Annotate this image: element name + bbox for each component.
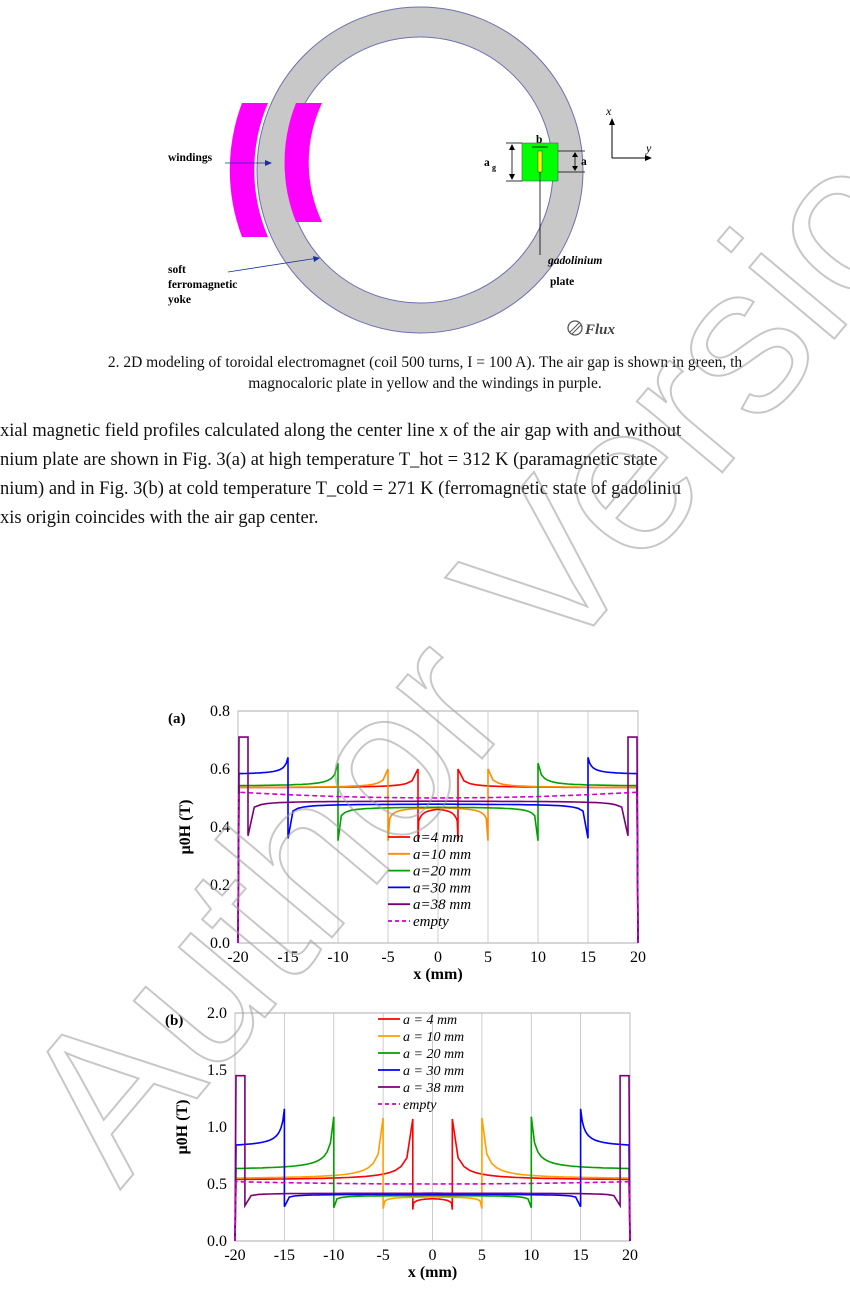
x-tick-label: 10 bbox=[530, 949, 546, 966]
series-line bbox=[234, 1108, 631, 1242]
series-line bbox=[234, 1117, 631, 1242]
x-tick-label: 20 bbox=[622, 1247, 638, 1264]
legend-entry: a=4 mm bbox=[413, 830, 464, 846]
panel-label: (b) bbox=[165, 1013, 183, 1029]
series-line bbox=[234, 1074, 631, 1242]
legend-entry: empty bbox=[413, 914, 449, 930]
y-axis-label: μ0H (T) bbox=[174, 1100, 191, 1155]
legend-entry: a = 20 mm bbox=[403, 1047, 464, 1062]
series-line bbox=[237, 791, 639, 944]
paragraph-line-4: xis origin coincides with the air gap ce… bbox=[0, 508, 319, 528]
legend-entry: a = 10 mm bbox=[403, 1030, 464, 1045]
x-tick-label: 0 bbox=[429, 1247, 437, 1264]
y-tick-label: 1.0 bbox=[207, 1119, 227, 1136]
legend-entry: a=20 mm bbox=[413, 864, 471, 880]
gadolinium-label: gadolinium bbox=[547, 255, 602, 267]
x-tick-label: 5 bbox=[478, 1247, 486, 1264]
legend-entry: a = 4 mm bbox=[403, 1013, 457, 1028]
figure-caption-line-1: 2. 2D modeling of toroidal electromagnet… bbox=[107, 354, 743, 371]
x-tick-label: -10 bbox=[327, 949, 348, 966]
x-tick-label: -15 bbox=[277, 949, 298, 966]
flux-logo: Flux bbox=[567, 320, 616, 338]
ag-sub-label: g bbox=[492, 163, 496, 172]
y-tick-label: 1.5 bbox=[207, 1062, 227, 1079]
yoke-label-2: ferromagnetic bbox=[168, 279, 237, 291]
yoke-outer-edge bbox=[256, 6, 584, 334]
yoke-inner-edge bbox=[286, 36, 554, 304]
legend-entry: a=38 mm bbox=[413, 897, 471, 913]
x-tick-label: -15 bbox=[274, 1247, 295, 1264]
y-axis-label: μ0H (T) bbox=[177, 800, 194, 855]
series-line bbox=[234, 1180, 631, 1242]
x-tick-label: 0 bbox=[434, 949, 442, 966]
x-axis-label: x (mm) bbox=[413, 966, 462, 983]
series-line bbox=[234, 1118, 631, 1242]
svg-text:Flux: Flux bbox=[584, 322, 616, 338]
y-tick-label: 0.0 bbox=[207, 1233, 227, 1250]
y-tick-label: 2.0 bbox=[207, 1006, 227, 1022]
y-tick-label: 0.2 bbox=[210, 877, 230, 894]
legend-entry: a = 30 mm bbox=[403, 1064, 464, 1079]
x-tick-label: 15 bbox=[573, 1247, 589, 1264]
x-axis-label: x (mm) bbox=[408, 1264, 457, 1281]
x-tick-label: -20 bbox=[224, 1247, 245, 1264]
x-tick-label: 5 bbox=[484, 949, 492, 966]
x-tick-label: -5 bbox=[381, 949, 394, 966]
plate-label: plate bbox=[550, 276, 574, 288]
y-tick-label: 0.4 bbox=[210, 819, 230, 836]
windings-label: windings bbox=[168, 152, 213, 164]
legend-entry: a=30 mm bbox=[413, 880, 471, 896]
x-tick-label: -10 bbox=[323, 1247, 344, 1264]
paragraph-line-3: nium) and in Fig. 3(b) at cold temperatu… bbox=[0, 479, 682, 499]
gadolinium-plate bbox=[537, 150, 543, 173]
chart-panel-a: -20 -15 -10 -5 0 5 10 15 20 0.0 0.2 0.4 0.6 0.8 x (mm)… bbox=[168, 703, 646, 983]
x-tick-label: 20 bbox=[630, 949, 646, 966]
axis-y-label: y bbox=[645, 141, 652, 155]
y-tick-label: 0.6 bbox=[210, 761, 230, 778]
toroid-diagram: windings soft ferromagnetic yoke gadolin… bbox=[168, 6, 652, 338]
legend-entry: empty bbox=[403, 1098, 437, 1113]
winding-right bbox=[284, 103, 322, 222]
yoke-ring bbox=[257, 7, 583, 333]
legend-entry: a=10 mm bbox=[413, 847, 471, 863]
paragraph-line-1: xial magnetic field profiles calculated … bbox=[0, 421, 682, 441]
legend: a = 4 mm a = 10 mm a = 20 mm a = 30 mm a = 3… bbox=[378, 1013, 464, 1113]
x-tick-label: 10 bbox=[523, 1247, 539, 1264]
series-line bbox=[237, 757, 639, 944]
b-label: b bbox=[536, 134, 542, 146]
y-tick-label: 0.0 bbox=[210, 935, 230, 952]
yoke-label-1: soft bbox=[168, 264, 186, 276]
panel-label: (a) bbox=[168, 711, 186, 727]
series-line bbox=[237, 736, 639, 944]
chart-panel-b: -20 -15 -10 -5 0 5 10 15 20 0.0 0.5 1.0 1.5 2.0 x (mm)… bbox=[165, 1006, 638, 1281]
axis-x-label: x bbox=[605, 104, 612, 118]
yoke-label-3: yoke bbox=[168, 294, 191, 306]
figure-caption-line-2: magnocaloric plate in yellow and the win… bbox=[248, 375, 602, 392]
ag-label: a bbox=[484, 157, 490, 169]
x-tick-label: -20 bbox=[227, 949, 248, 966]
y-tick-label: 0.5 bbox=[207, 1176, 227, 1193]
paragraph-line-2: nium plate are shown in Fig. 3(a) at hig… bbox=[0, 450, 658, 470]
series-line bbox=[234, 1116, 631, 1242]
x-tick-label: 15 bbox=[580, 949, 596, 966]
x-tick-label: -5 bbox=[376, 1247, 389, 1264]
y-tick-label: 0.8 bbox=[210, 703, 230, 720]
a-label: a bbox=[581, 156, 587, 168]
winding-left bbox=[229, 103, 268, 237]
legend-entry: a = 38 mm bbox=[403, 1081, 464, 1096]
series-line bbox=[237, 762, 639, 944]
